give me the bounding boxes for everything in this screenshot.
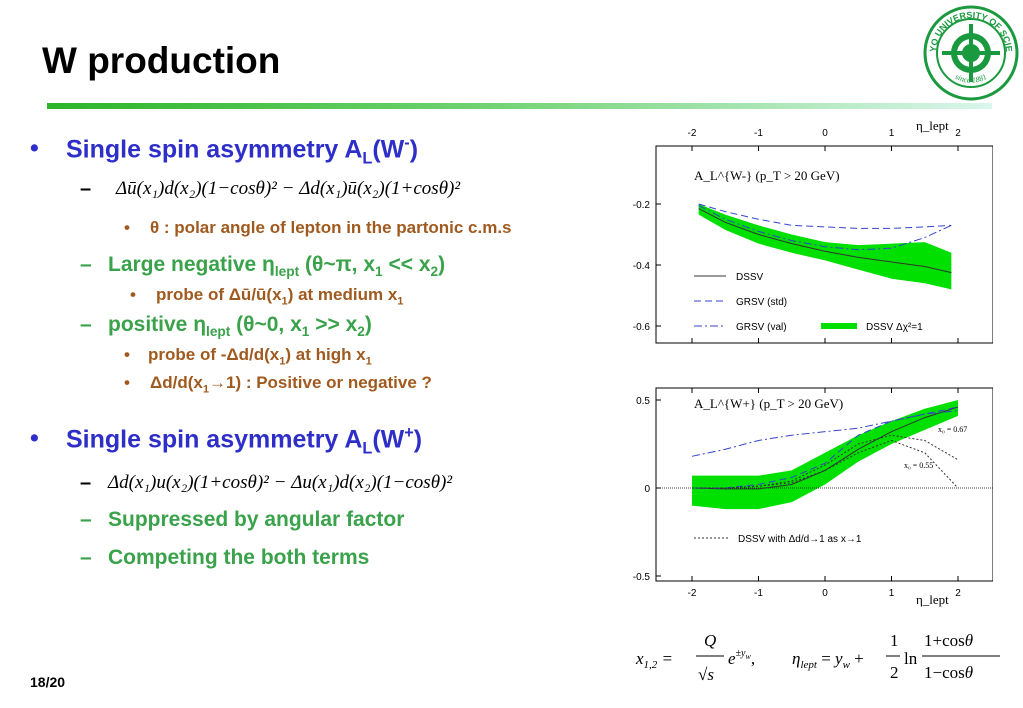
x-tick-label: -1 bbox=[754, 588, 763, 599]
logo-text-bottom: since 1881 bbox=[954, 72, 989, 85]
legend-swatch-band bbox=[821, 323, 857, 329]
legend-label: GRSV (val) bbox=[736, 322, 787, 333]
dash-marker: – bbox=[80, 178, 92, 200]
x-tick-label: -2 bbox=[688, 128, 697, 139]
legend-label: DSSV bbox=[736, 272, 764, 283]
series-line bbox=[698, 208, 952, 274]
bullet-dot: • bbox=[124, 373, 130, 392]
large-negative-eta: Large negative ηlept (θ~π, x1 << x2) bbox=[108, 253, 446, 280]
bullet-dot: • bbox=[30, 134, 39, 162]
probe-high-x: probe of -Δd/d(x1) at high x1 bbox=[148, 345, 372, 368]
dash-marker: – bbox=[80, 508, 92, 531]
wplus-formula: Δd(x₁)u(x₂)(1+cosθ)² − Δu(x₁)d(x₂)(1−cos… bbox=[108, 472, 453, 493]
annotation-x0-055: x₀ = 0.55 bbox=[904, 461, 933, 470]
asymmetry-plots: -0.2 -0.4 -0.6 -2 -1 0 1 2 η_lept A_L^{W-} (p_T >… bbox=[633, 118, 993, 607]
formula-half-num: 1 bbox=[890, 631, 899, 650]
dssv-uncertainty-band bbox=[692, 400, 958, 510]
wplus-heading: Single spin asymmetry AL(W+) bbox=[66, 424, 423, 458]
x-tick-label: -2 bbox=[688, 588, 697, 599]
svg-text:since 1881: since 1881 bbox=[954, 72, 989, 85]
y-tick-label: -0.2 bbox=[633, 200, 651, 211]
slide-number: 18/20 bbox=[30, 674, 66, 690]
dash-marker: – bbox=[80, 472, 92, 494]
series-line bbox=[691, 406, 959, 490]
bullet-dot: • bbox=[124, 218, 130, 237]
y-tick-label: 0.5 bbox=[636, 396, 650, 407]
formula-exp: e±yw, bbox=[728, 648, 755, 668]
panel-label: A_L^{W-} (p_T > 20 GeV) bbox=[694, 168, 840, 183]
annotation-x0-067: x₀ = 0.67 bbox=[938, 425, 967, 434]
kinematics-formula: x1,2 = Q √s e±yw, ηlept = yw + 1 2 ln 1+… bbox=[635, 631, 1000, 684]
slide-title: W production bbox=[42, 40, 281, 81]
x-tick-label: 1 bbox=[889, 588, 895, 599]
series-line bbox=[692, 406, 959, 489]
x-tick-label: 0 bbox=[822, 128, 828, 139]
x-axis-label: η_lept bbox=[916, 118, 949, 133]
positive-eta: positive ηlept (θ~0, x1 >> x2) bbox=[108, 313, 372, 340]
formula-frac-num: 1+cosθ bbox=[924, 631, 973, 650]
x-tick-label: 0 bbox=[822, 588, 828, 599]
formula-sqrt-s: √s bbox=[698, 665, 714, 684]
limit-question: Δd/d(x1→1) : Positive or negative ? bbox=[150, 373, 432, 396]
formula-ln: ln bbox=[904, 649, 918, 668]
y-tick-label: -0.5 bbox=[633, 572, 651, 583]
probe-medium-x: probe of Δū/ū(x1) at medium x1 bbox=[156, 285, 404, 308]
dash-marker: – bbox=[80, 313, 92, 336]
dash-marker: – bbox=[80, 253, 92, 276]
y-tick-label: 0 bbox=[644, 484, 650, 495]
polar-angle-note: θ : polar angle of lepton in the partoni… bbox=[150, 218, 512, 237]
x-tick-label: 2 bbox=[955, 128, 961, 139]
formula-q: Q bbox=[704, 631, 716, 650]
formula-half-den: 2 bbox=[890, 663, 899, 682]
wminus-formula: Δū(x₁)d(x₂)(1−cosθ)² − Δd(x₁)ū(x₂)(1+cos… bbox=[116, 178, 461, 199]
series-line bbox=[698, 203, 952, 229]
bullet-dot: • bbox=[30, 424, 39, 452]
y-tick-label: -0.6 bbox=[633, 322, 651, 333]
x-tick-label: 2 bbox=[955, 588, 961, 599]
bullet-dot: • bbox=[124, 345, 130, 364]
legend-label: DSSV Δχ²=1 bbox=[866, 322, 923, 333]
panel-label: A_L^{W+} (p_T > 20 GeV) bbox=[694, 396, 843, 411]
university-logo: TOKYO UNIVERSITY OF SCIENCE since 1881 bbox=[922, 4, 1019, 101]
legend-label: GRSV (std) bbox=[736, 297, 787, 308]
wminus-heading: Single spin asymmetry AL(W-) bbox=[66, 134, 419, 168]
x-axis-label: η_lept bbox=[916, 592, 949, 607]
legend-label: DSSV with Δd/d→1 as x→1 bbox=[738, 534, 862, 545]
suppressed-note: Suppressed by angular factor bbox=[108, 508, 405, 531]
title-underline bbox=[47, 103, 992, 109]
bullet-dot: • bbox=[130, 285, 136, 304]
formula-eta: ηlept = yw + bbox=[792, 649, 864, 671]
competing-note: Competing the both terms bbox=[108, 546, 370, 569]
y-tick-label: -0.4 bbox=[633, 261, 651, 272]
x-tick-label: -1 bbox=[754, 128, 763, 139]
formula-x12: x1,2 = bbox=[635, 649, 673, 671]
series-line bbox=[692, 439, 959, 489]
dash-marker: – bbox=[80, 546, 92, 569]
formula-frac-den: 1−cosθ bbox=[924, 663, 973, 682]
series-line bbox=[691, 410, 959, 457]
series-line bbox=[698, 205, 952, 251]
x-tick-label: 1 bbox=[889, 128, 895, 139]
